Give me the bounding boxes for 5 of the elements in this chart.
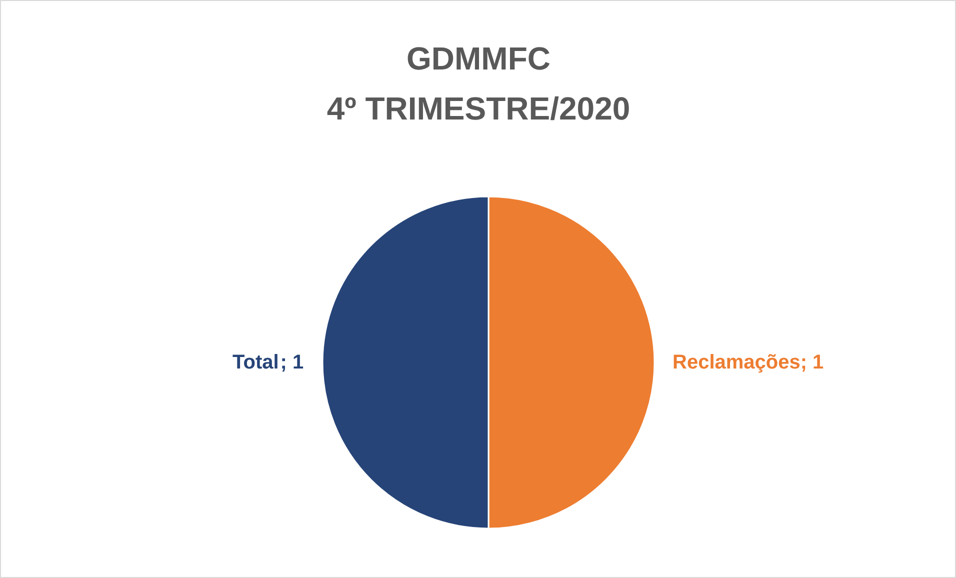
slice-label: Reclamações [672,352,800,374]
chart-title: GDMMFC 4º TRIMESTRE/2020 [326,40,630,126]
data-label: ; 1 [280,352,304,374]
slice-label: Total [232,352,279,374]
data-label: ; 1 [800,352,824,374]
